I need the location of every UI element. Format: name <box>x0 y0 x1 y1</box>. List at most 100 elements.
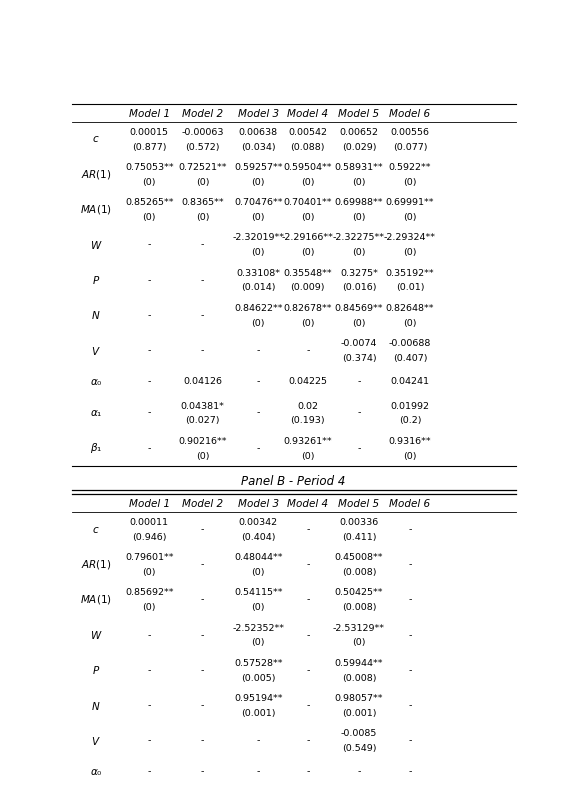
Text: -2.52352**: -2.52352** <box>232 623 284 633</box>
Text: (0): (0) <box>143 604 156 612</box>
Text: 0.00011: 0.00011 <box>130 518 169 527</box>
Text: $MA(1)$: $MA(1)$ <box>80 593 112 607</box>
Text: -: - <box>306 736 309 745</box>
Text: (0): (0) <box>143 178 156 187</box>
Text: -: - <box>306 701 309 710</box>
Text: -: - <box>306 768 309 776</box>
Text: $W$: $W$ <box>90 239 103 251</box>
Text: -: - <box>148 444 151 453</box>
Text: -: - <box>201 596 205 604</box>
Text: 0.00638: 0.00638 <box>238 128 278 137</box>
Text: 0.82648**: 0.82648** <box>386 304 434 313</box>
Text: (0.005): (0.005) <box>241 674 276 682</box>
Text: -: - <box>357 768 360 776</box>
Text: (0.407): (0.407) <box>393 354 427 362</box>
Text: (0.001): (0.001) <box>241 709 276 718</box>
Text: Model 4: Model 4 <box>287 109 328 119</box>
Text: $N$: $N$ <box>91 310 101 322</box>
Text: Model 6: Model 6 <box>390 499 430 509</box>
Text: $V$: $V$ <box>91 734 101 747</box>
Text: 0.02: 0.02 <box>297 402 319 411</box>
Text: $c$: $c$ <box>92 525 100 534</box>
Text: $V$: $V$ <box>91 344 101 357</box>
Text: -: - <box>357 409 360 418</box>
Text: $P$: $P$ <box>92 664 100 676</box>
Text: 0.98057**: 0.98057** <box>335 694 383 703</box>
Text: 0.85265**: 0.85265** <box>125 199 174 207</box>
Text: 0.04241: 0.04241 <box>391 377 430 386</box>
Text: Model 2: Model 2 <box>182 499 223 509</box>
Text: -: - <box>201 240 205 250</box>
Text: -: - <box>148 377 151 386</box>
Text: 0.01992: 0.01992 <box>391 402 430 411</box>
Text: (0): (0) <box>403 213 417 222</box>
Text: (0): (0) <box>252 318 265 328</box>
Text: -: - <box>306 596 309 604</box>
Text: (0.029): (0.029) <box>342 143 376 152</box>
Text: -: - <box>201 666 205 675</box>
Text: (0.374): (0.374) <box>342 354 376 362</box>
Text: (0.008): (0.008) <box>342 604 376 612</box>
Text: -: - <box>148 276 151 284</box>
Text: Model 1: Model 1 <box>129 109 170 119</box>
Text: (0): (0) <box>352 213 366 222</box>
Text: (0.009): (0.009) <box>291 284 325 292</box>
Text: (0.193): (0.193) <box>291 416 325 426</box>
Text: (0): (0) <box>196 452 209 460</box>
Text: -: - <box>201 768 205 776</box>
Text: 0.69991**: 0.69991** <box>386 199 434 207</box>
Text: -0.00063: -0.00063 <box>182 128 224 137</box>
Text: (0): (0) <box>252 568 265 577</box>
Text: -: - <box>257 346 260 355</box>
Text: -: - <box>201 736 205 745</box>
Text: -: - <box>257 768 260 776</box>
Text: -: - <box>148 666 151 675</box>
Text: -: - <box>148 736 151 745</box>
Text: (0.404): (0.404) <box>241 533 276 542</box>
Text: 0.04225: 0.04225 <box>288 377 327 386</box>
Text: $c$: $c$ <box>92 135 100 144</box>
Text: -: - <box>409 666 411 675</box>
Text: 0.84569**: 0.84569** <box>335 304 383 313</box>
Text: 0.93261**: 0.93261** <box>284 437 332 446</box>
Text: -: - <box>201 630 205 640</box>
Text: 0.45008**: 0.45008** <box>335 553 383 563</box>
Text: -: - <box>201 346 205 355</box>
Text: 0.54115**: 0.54115** <box>234 589 282 597</box>
Text: 0.57528**: 0.57528** <box>234 659 282 668</box>
Text: (0): (0) <box>301 452 315 460</box>
Text: -: - <box>148 768 151 776</box>
Text: 0.00342: 0.00342 <box>238 518 278 527</box>
Text: Model 2: Model 2 <box>182 109 223 119</box>
Text: (0.549): (0.549) <box>342 744 376 753</box>
Text: 0.35192**: 0.35192** <box>386 269 434 277</box>
Text: 0.59257**: 0.59257** <box>234 163 282 172</box>
Text: (0.008): (0.008) <box>342 674 376 682</box>
Text: 0.58931**: 0.58931** <box>335 163 383 172</box>
Text: 0.72521**: 0.72521** <box>178 163 227 172</box>
Text: -: - <box>148 346 151 355</box>
Text: -: - <box>148 701 151 710</box>
Text: (0): (0) <box>301 248 315 257</box>
Text: -: - <box>201 525 205 534</box>
Text: -: - <box>148 311 151 320</box>
Text: -: - <box>306 666 309 675</box>
Text: $α₀$: $α₀$ <box>90 377 103 387</box>
Text: 0.50425**: 0.50425** <box>335 589 383 597</box>
Text: -0.00688: -0.00688 <box>389 339 431 348</box>
Text: -: - <box>257 736 260 745</box>
Text: Model 3: Model 3 <box>238 499 278 509</box>
Text: 0.33108*: 0.33108* <box>236 269 280 277</box>
Text: 0.9316**: 0.9316** <box>388 437 431 446</box>
Text: (0): (0) <box>252 638 265 648</box>
Text: (0): (0) <box>252 213 265 222</box>
Text: 0.5922**: 0.5922** <box>388 163 431 172</box>
Text: 0.59504**: 0.59504** <box>284 163 332 172</box>
Text: -2.32019**: -2.32019** <box>232 233 284 243</box>
Text: (0): (0) <box>301 213 315 222</box>
Text: 0.70401**: 0.70401** <box>284 199 332 207</box>
Text: (0.2): (0.2) <box>399 416 421 426</box>
Text: 0.00015: 0.00015 <box>130 128 169 137</box>
Text: (0): (0) <box>352 248 366 257</box>
Text: 0.84622**: 0.84622** <box>234 304 282 313</box>
